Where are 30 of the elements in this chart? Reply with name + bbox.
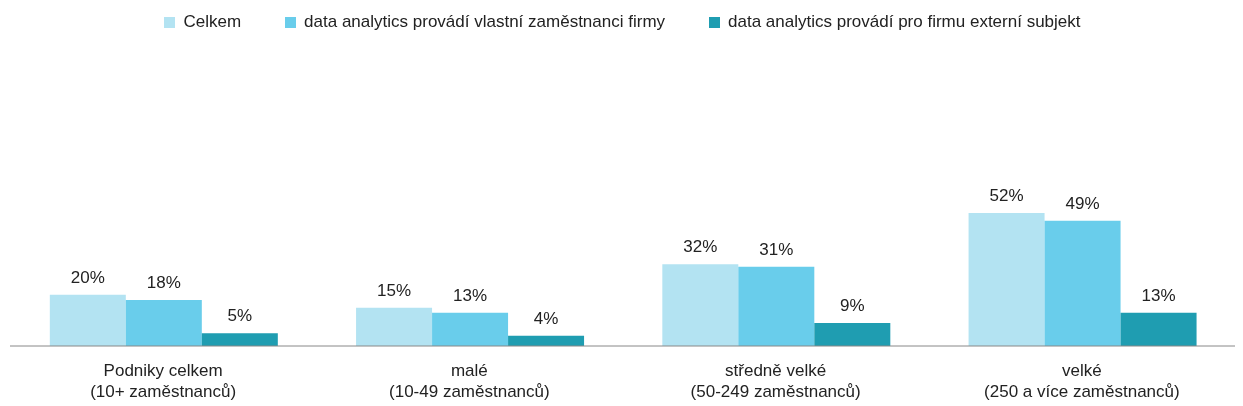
bar	[432, 312, 509, 346]
data-label: 52%	[989, 186, 1024, 205]
bar	[49, 294, 126, 346]
data-label: 20%	[70, 267, 105, 287]
data-label: 31%	[759, 239, 794, 259]
data-label: 32%	[683, 237, 718, 257]
bar	[738, 266, 815, 346]
bar	[125, 299, 202, 346]
bar	[201, 333, 278, 346]
x-tick-label: malé (10-49 zaměstnanců)	[389, 361, 550, 401]
data-label: 5%	[227, 306, 253, 326]
bar	[662, 264, 739, 346]
x-tick-label: Podniky celkem (10+ zaměstnanců)	[90, 361, 237, 401]
data-label: 15%	[377, 280, 412, 300]
data-label: 13%	[1141, 285, 1176, 305]
bar	[968, 213, 1045, 346]
legend-label: Celkem	[183, 12, 242, 32]
x-tick-label: středně velké (50-249 zaměstnanců)	[690, 361, 861, 401]
data-label: 9%	[840, 295, 865, 315]
data-label: 18%	[146, 272, 181, 292]
data-label: 13%	[453, 285, 488, 305]
bar	[356, 307, 433, 346]
legend-label: data analytics provádí pro firmu externí subjekt	[728, 12, 1081, 32]
data-label: 4%	[533, 308, 559, 328]
bar	[1044, 220, 1121, 346]
x-tick-label: velké (250 a více zaměstnanců)	[984, 361, 1180, 401]
bar	[814, 322, 891, 346]
bar	[1120, 312, 1197, 346]
legend-label: data analytics provádí vlastní zaměstnanci firmy	[304, 12, 666, 32]
data-label: 49%	[1065, 193, 1100, 213]
